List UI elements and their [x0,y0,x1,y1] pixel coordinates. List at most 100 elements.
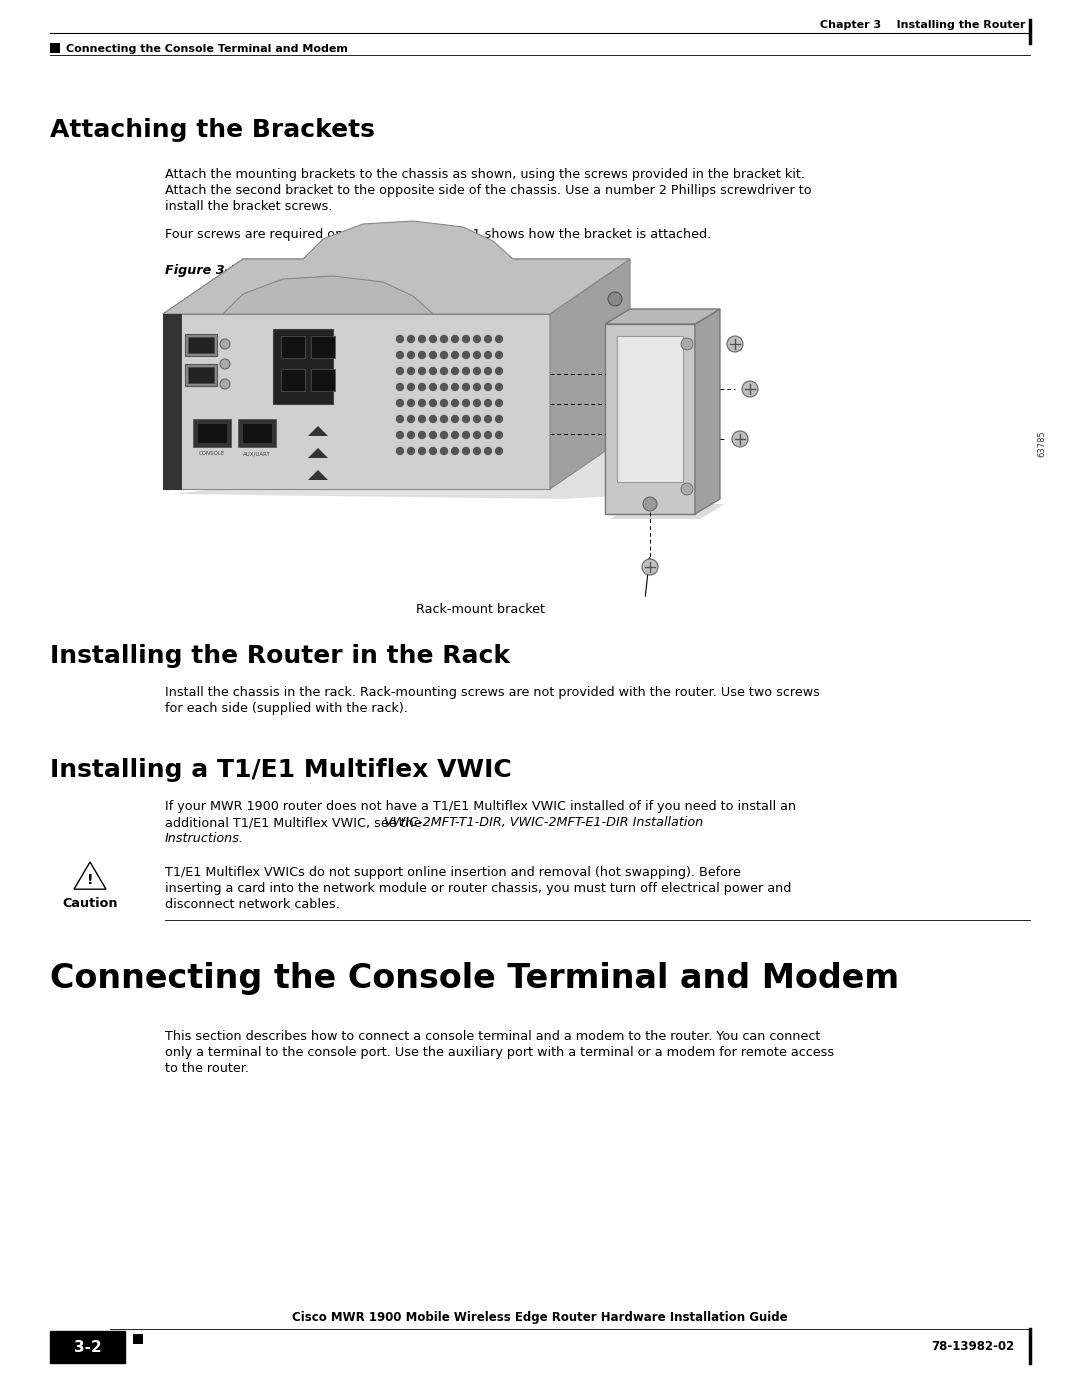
Polygon shape [605,309,720,324]
Circle shape [407,335,415,342]
Circle shape [473,367,481,374]
Text: disconnect network cables.: disconnect network cables. [165,898,340,911]
Circle shape [441,335,447,342]
Circle shape [441,367,447,374]
Circle shape [396,352,404,359]
Circle shape [396,432,404,439]
Circle shape [473,384,481,391]
Circle shape [496,352,502,359]
Circle shape [473,352,481,359]
Circle shape [496,367,502,374]
Text: Chapter 3    Installing the Router: Chapter 3 Installing the Router [820,20,1025,29]
Bar [273,330,333,404]
Bar [242,423,272,443]
Circle shape [608,292,622,306]
Circle shape [462,384,470,391]
Circle shape [396,447,404,454]
Circle shape [451,415,459,422]
Circle shape [430,447,436,454]
Circle shape [419,367,426,374]
Text: inserting a card into the network module or router chassis, you must turn off el: inserting a card into the network module… [165,882,792,895]
Bar [163,314,181,489]
Bar [617,337,683,482]
Text: Installing the Router in the Rack: Installing the Router in the Rack [50,644,510,668]
Circle shape [473,447,481,454]
Circle shape [473,432,481,439]
Circle shape [441,447,447,454]
Bar [605,324,696,514]
Circle shape [496,384,502,391]
Circle shape [485,415,491,422]
Circle shape [430,415,436,422]
Text: 3-2: 3-2 [73,1340,102,1355]
Text: 78-13982-02: 78-13982-02 [932,1341,1015,1354]
Bar [188,337,214,353]
Circle shape [496,335,502,342]
Text: Instructions.: Instructions. [165,833,244,845]
Text: Cisco MWR 1900 Mobile Wireless Edge Router Hardware Installation Guide: Cisco MWR 1900 Mobile Wireless Edge Rout… [293,1310,787,1324]
Circle shape [742,381,758,397]
Bar [197,423,227,443]
Text: Connecting the Console Terminal and Modem: Connecting the Console Terminal and Mode… [66,43,348,54]
Circle shape [220,359,230,369]
Text: VWIC-2MFT-T1-DIR, VWIC-2MFT-E1-DIR Installation: VWIC-2MFT-T1-DIR, VWIC-2MFT-E1-DIR Insta… [384,816,703,828]
Circle shape [430,432,436,439]
Polygon shape [308,469,328,481]
Circle shape [681,338,693,351]
Circle shape [462,447,470,454]
Bar [50,43,60,53]
Bar [238,419,276,447]
Circle shape [430,352,436,359]
Text: 63785: 63785 [1038,430,1047,457]
Circle shape [441,352,447,359]
Circle shape [462,432,470,439]
Bar [185,365,217,386]
Text: Rack-mount bracket: Rack-mount bracket [416,604,544,616]
Circle shape [396,384,404,391]
Circle shape [220,379,230,388]
Text: This section describes how to connect a console terminal and a modem to the rout: This section describes how to connect a … [165,1030,821,1044]
Circle shape [496,415,502,422]
Circle shape [430,335,436,342]
Circle shape [496,432,502,439]
Circle shape [485,384,491,391]
Circle shape [451,335,459,342]
Circle shape [430,400,436,407]
Polygon shape [696,309,720,514]
Circle shape [441,400,447,407]
Bar [193,419,231,447]
Circle shape [643,497,657,511]
Circle shape [407,367,415,374]
Circle shape [496,400,502,407]
Circle shape [451,384,459,391]
Text: Installing a T1/E1 Multiflex VWIC: Installing a T1/E1 Multiflex VWIC [50,759,512,782]
Polygon shape [173,439,645,499]
Circle shape [419,352,426,359]
Text: AUX/UART: AUX/UART [243,451,271,455]
Polygon shape [308,448,328,458]
Circle shape [473,415,481,422]
Circle shape [441,415,447,422]
Circle shape [419,415,426,422]
Circle shape [419,384,426,391]
Circle shape [441,432,447,439]
Circle shape [451,447,459,454]
Text: If your MWR 1900 router does not have a T1/E1 Multiflex VWIC installed of if you: If your MWR 1900 router does not have a … [165,800,796,813]
Text: Caution: Caution [63,897,118,911]
Text: Connecting the Console Terminal and Modem: Connecting the Console Terminal and Mode… [50,963,900,995]
Circle shape [419,447,426,454]
Circle shape [419,335,426,342]
Circle shape [407,415,415,422]
Circle shape [485,335,491,342]
Circle shape [407,352,415,359]
Bar [281,337,305,358]
Bar [50,1331,125,1363]
Circle shape [441,384,447,391]
Circle shape [485,367,491,374]
Circle shape [681,483,693,495]
Circle shape [419,432,426,439]
Polygon shape [550,258,630,489]
Text: install the bracket screws.: install the bracket screws. [165,200,333,212]
Text: to the router.: to the router. [165,1062,249,1076]
Circle shape [485,432,491,439]
